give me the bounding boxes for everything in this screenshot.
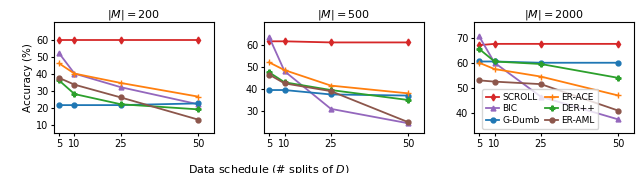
DER++ [476, 48, 483, 50]
BIC [614, 118, 622, 120]
SCROLL [70, 38, 78, 40]
Line: DER++: DER++ [267, 70, 410, 102]
ER-ACE [55, 62, 63, 64]
ER-AML [281, 82, 289, 84]
BIC [327, 108, 335, 110]
ER-AML [327, 90, 335, 92]
G-Dumb [537, 62, 545, 64]
G-Dumb [70, 104, 78, 106]
Line: G-Dumb: G-Dumb [267, 88, 410, 98]
G-Dumb [327, 93, 335, 95]
Legend: SCROLL, BIC, G-Dumb, ER-ACE, DER++, ER-AML: SCROLL, BIC, G-Dumb, ER-ACE, DER++, ER-A… [482, 89, 598, 129]
G-Dumb [55, 104, 63, 106]
DER++ [614, 77, 622, 79]
G-Dumb [404, 94, 412, 97]
BIC [491, 62, 499, 64]
SCROLL [194, 38, 202, 40]
ER-ACE [404, 92, 412, 94]
ER-ACE [476, 62, 483, 64]
Line: ER-AML: ER-AML [477, 78, 621, 113]
Line: DER++: DER++ [477, 47, 621, 80]
Line: ER-ACE: ER-ACE [476, 59, 621, 99]
G-Dumb [194, 102, 202, 104]
SCROLL [404, 41, 412, 43]
BIC [117, 86, 125, 88]
BIC [70, 72, 78, 75]
ER-AML [55, 77, 63, 79]
Line: G-Dumb: G-Dumb [477, 59, 621, 65]
DER++ [327, 89, 335, 91]
Line: SCROLL: SCROLL [56, 37, 200, 42]
ER-ACE [265, 61, 273, 63]
Text: Data schedule (# splits of $D$): Data schedule (# splits of $D$) [188, 163, 349, 173]
ER-AML [265, 74, 273, 76]
ER-ACE [327, 85, 335, 87]
DER++ [281, 81, 289, 83]
ER-AML [70, 84, 78, 86]
DER++ [265, 71, 273, 73]
BIC [404, 122, 412, 124]
ER-AML [491, 81, 499, 83]
ER-AML [476, 79, 483, 81]
Line: ER-ACE: ER-ACE [266, 59, 412, 97]
Title: $|M| = 500$: $|M| = 500$ [317, 8, 371, 22]
ER-AML [194, 119, 202, 121]
DER++ [55, 79, 63, 81]
Line: DER++: DER++ [56, 78, 200, 112]
G-Dumb [281, 89, 289, 91]
ER-AML [537, 83, 545, 85]
ER-ACE [614, 94, 622, 97]
Line: BIC: BIC [267, 34, 410, 126]
SCROLL [614, 43, 622, 45]
SCROLL [55, 38, 63, 40]
SCROLL [281, 40, 289, 42]
DER++ [117, 103, 125, 105]
SCROLL [491, 43, 499, 45]
Line: BIC: BIC [56, 51, 200, 107]
Line: BIC: BIC [477, 34, 621, 122]
ER-ACE [281, 69, 289, 71]
DER++ [194, 108, 202, 110]
G-Dumb [117, 104, 125, 106]
SCROLL [265, 40, 273, 42]
Line: ER-ACE: ER-ACE [56, 60, 202, 100]
Line: SCROLL: SCROLL [477, 42, 621, 48]
ER-ACE [537, 76, 545, 78]
SCROLL [476, 44, 483, 46]
SCROLL [537, 43, 545, 45]
Line: SCROLL: SCROLL [267, 39, 410, 45]
G-Dumb [491, 60, 499, 62]
BIC [55, 52, 63, 54]
BIC [194, 103, 202, 105]
Line: ER-AML: ER-AML [267, 72, 410, 125]
BIC [537, 96, 545, 98]
BIC [476, 35, 483, 37]
SCROLL [327, 41, 335, 43]
BIC [281, 70, 289, 72]
BIC [265, 36, 273, 38]
Line: G-Dumb: G-Dumb [56, 101, 200, 108]
DER++ [70, 93, 78, 95]
DER++ [491, 60, 499, 62]
ER-AML [404, 121, 412, 123]
ER-AML [614, 110, 622, 112]
ER-ACE [491, 68, 499, 70]
DER++ [537, 63, 545, 65]
Title: $|M| = 200$: $|M| = 200$ [108, 8, 161, 22]
Line: ER-AML: ER-AML [56, 75, 200, 122]
Y-axis label: Accuracy (%): Accuracy (%) [23, 43, 33, 112]
SCROLL [117, 38, 125, 40]
ER-AML [117, 96, 125, 98]
ER-ACE [194, 95, 202, 98]
Title: $|M| = 2000$: $|M| = 2000$ [524, 8, 584, 22]
ER-ACE [70, 72, 78, 75]
G-Dumb [265, 89, 273, 91]
DER++ [404, 99, 412, 101]
G-Dumb [614, 62, 622, 64]
G-Dumb [476, 60, 483, 62]
ER-ACE [117, 82, 125, 84]
